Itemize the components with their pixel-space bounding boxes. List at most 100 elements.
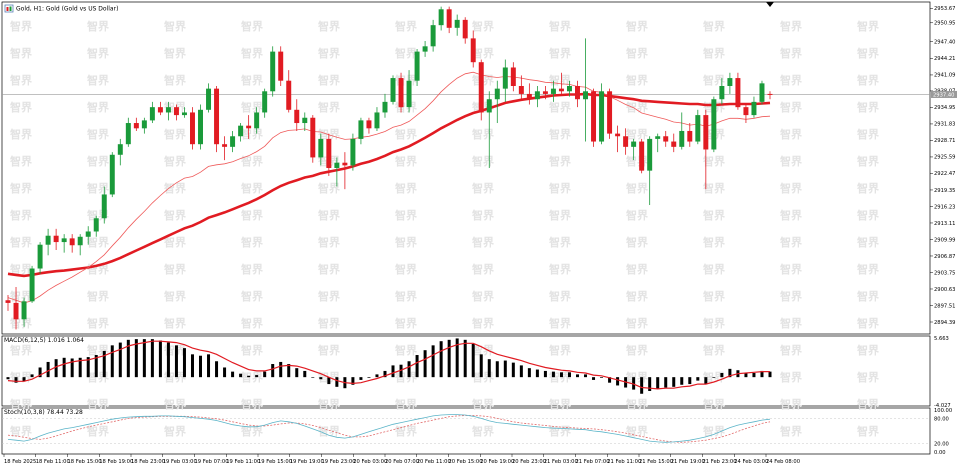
candle-body	[294, 109, 300, 124]
watermark-text: 智界	[164, 235, 186, 249]
macd-bar	[54, 359, 58, 378]
chart-symbol-icon-bar-red	[6, 7, 9, 11]
macd-bar	[535, 369, 539, 378]
watermark-text: 智界	[626, 235, 648, 249]
watermark-text: 智界	[164, 316, 186, 330]
watermark-text: 智界	[164, 397, 186, 411]
watermark-text: 智界	[472, 289, 494, 303]
candle-body	[591, 91, 597, 142]
macd-axis: 5.663 -4.027	[934, 336, 951, 409]
watermark-text: 智界	[10, 289, 32, 303]
time-tick-label: 24 Feb 08:00	[766, 459, 800, 465]
macd-bar	[150, 339, 154, 378]
watermark-text: 智界	[241, 262, 263, 276]
watermark-text: 智界	[87, 100, 109, 114]
macd-bar	[680, 377, 684, 385]
candle-body	[390, 78, 396, 102]
macd-bar	[407, 361, 411, 378]
watermark-text: 智界	[857, 100, 879, 114]
candle-body	[181, 112, 187, 116]
time-tick-label: 21 Feb 03:00	[544, 459, 578, 465]
macd-bar	[423, 350, 427, 378]
time-tick-label: 19 Feb 07:00	[195, 459, 229, 465]
chart-symbol-icon	[4, 4, 14, 13]
macd-bar	[399, 364, 403, 378]
watermark-text: 智界	[703, 73, 725, 87]
macd-bar	[166, 342, 170, 378]
candle-body	[53, 235, 59, 243]
candlestick-series	[5, 6, 773, 330]
price-panel-frame	[1, 1, 931, 335]
watermark-text: 智界	[395, 424, 417, 438]
candle-body	[446, 9, 452, 28]
candle-body	[422, 46, 428, 52]
watermark-text: 智界	[241, 127, 263, 141]
watermark-text: 智界	[472, 46, 494, 60]
watermark-text: 智界	[472, 316, 494, 330]
watermark-text: 智界	[549, 46, 571, 60]
time-tick-label: 20 Feb 23:00	[512, 459, 546, 465]
candle-body	[77, 236, 83, 246]
macd-bar	[664, 377, 668, 388]
stoch-tick-label: 0.00	[934, 450, 946, 456]
macd-bar	[70, 358, 74, 378]
candle-body	[37, 244, 43, 269]
candle-body	[406, 80, 412, 108]
candle-body	[149, 107, 155, 121]
candle-body	[719, 86, 725, 100]
watermark-text: 智界	[241, 235, 263, 249]
candle-body	[133, 123, 139, 129]
candle-body	[414, 51, 420, 81]
candle-body	[542, 91, 548, 94]
watermark-text: 智界	[318, 262, 340, 276]
candle-body	[687, 130, 693, 142]
chart-shift-marker-icon[interactable]	[766, 2, 774, 7]
watermark-layer: 智界智界智界智界智界智界智界智界智界智界智界智界智界智界智界智界智界智界智界智界…	[10, 19, 879, 438]
price-tick-label: 2928.71	[934, 138, 955, 144]
candle-body	[711, 99, 717, 150]
watermark-text: 智界	[10, 208, 32, 222]
watermark-text: 智界	[395, 154, 417, 168]
watermark-text: 智界	[780, 235, 802, 249]
watermark-text: 智界	[395, 343, 417, 357]
watermark-text: 智界	[703, 424, 725, 438]
watermark-text: 智界	[472, 208, 494, 222]
candle-body	[639, 141, 645, 171]
watermark-text: 智界	[472, 262, 494, 276]
watermark-text: 智界	[857, 316, 879, 330]
candle-body	[615, 133, 621, 137]
time-tick-label: 19 Feb 23:00	[322, 459, 356, 465]
watermark-text: 智界	[10, 100, 32, 114]
watermark-text: 智界	[395, 370, 417, 384]
watermark-text: 智界	[549, 343, 571, 357]
time-tick-label: 18 Feb 19:00	[99, 459, 133, 465]
candle-body	[767, 93, 773, 95]
macd-bar	[455, 338, 459, 378]
watermark-text: 智界	[549, 100, 571, 114]
macd-bar	[728, 368, 732, 378]
candle-body	[214, 88, 220, 145]
fast-moving-average-line	[7, 71, 771, 304]
candle-body	[189, 112, 195, 145]
macd-bar	[592, 377, 596, 380]
macd-bar	[335, 377, 339, 387]
watermark-text: 智界	[318, 181, 340, 195]
watermark-text: 智界	[549, 181, 571, 195]
macd-bar	[14, 377, 18, 383]
candle-body	[310, 117, 316, 158]
candle-body	[286, 80, 292, 110]
candle-body	[534, 91, 540, 100]
watermark-text: 智界	[164, 424, 186, 438]
price-tick-label: 2900.63	[934, 287, 955, 293]
macd-bar	[656, 377, 660, 389]
macd-bar	[86, 357, 90, 378]
candle-body	[141, 120, 147, 129]
macd-bar	[22, 377, 26, 382]
watermark-text: 智界	[472, 424, 494, 438]
watermark-text: 智界	[549, 235, 571, 249]
candle-body	[558, 88, 564, 92]
watermark-text: 智界	[241, 370, 263, 384]
macd-bar	[744, 373, 748, 378]
